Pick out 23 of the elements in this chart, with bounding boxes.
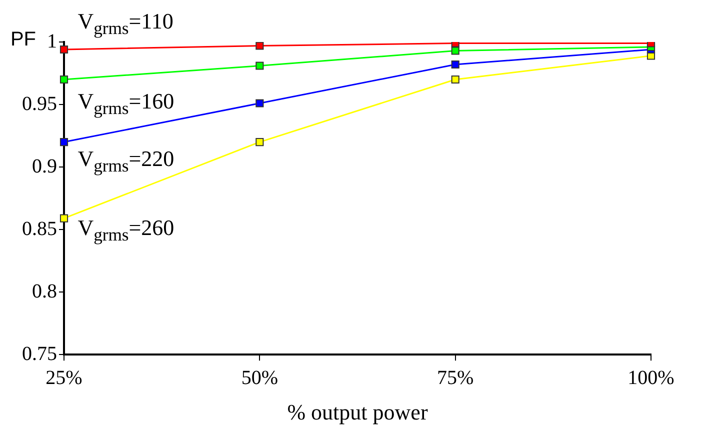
point (60, 138, 68, 146)
y-tick-label: 0.8 (32, 280, 57, 302)
point (256, 62, 264, 70)
point (60, 45, 68, 54)
y-tick-label: 0.85 (22, 218, 57, 240)
point (256, 138, 264, 146)
point (451, 46, 460, 55)
x-tick-label: 25% (46, 366, 82, 389)
x-axis-title: % output power (287, 400, 428, 425)
x-tick-label: 100% (628, 366, 674, 389)
point (451, 75, 460, 84)
point (256, 42, 264, 50)
point (60, 214, 68, 222)
point (60, 75, 68, 84)
y-tick-label: 1 (47, 30, 57, 52)
y-tick-label: 0.75 (22, 342, 57, 365)
y-tick-label: 0.95 (22, 92, 57, 115)
x-tick-label: 75% (436, 366, 474, 389)
y-tick-label: 0.9 (32, 155, 57, 178)
x-tick-label: 50% (241, 366, 278, 389)
point (451, 60, 460, 69)
point (256, 99, 264, 108)
y-axis-title: PF (10, 28, 36, 51)
